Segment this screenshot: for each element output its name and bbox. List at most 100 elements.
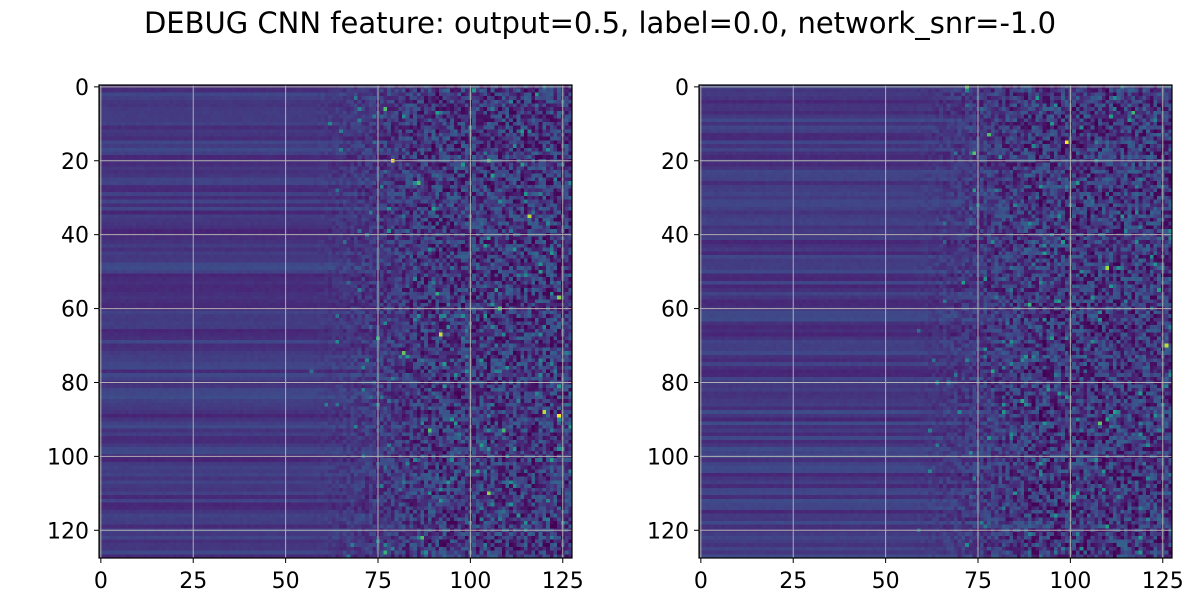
heatmap-cell — [158, 114, 163, 119]
heatmap-cell — [394, 166, 399, 171]
heatmap-cell — [427, 162, 432, 167]
heatmap-cell — [294, 218, 299, 223]
heatmap-cell — [516, 188, 521, 193]
heatmap-cell — [516, 92, 521, 97]
heatmap-cell — [339, 195, 344, 200]
heatmap-cell — [490, 184, 495, 189]
heatmap-cell — [490, 221, 495, 226]
heatmap-cell — [220, 129, 226, 134]
heatmap-cell — [509, 129, 514, 134]
heatmap-cell — [390, 140, 396, 145]
heatmap-cell — [405, 181, 410, 186]
heatmap-cell — [431, 162, 436, 167]
heatmap-cell — [324, 218, 329, 223]
heatmap-cell — [128, 173, 133, 178]
heatmap-cell — [331, 169, 336, 175]
heatmap-cell — [424, 107, 429, 112]
heatmap-cell — [431, 103, 436, 108]
heatmap-cell — [195, 203, 200, 208]
heatmap-cell — [328, 188, 333, 193]
heatmap-cell — [232, 92, 237, 97]
heatmap-cell — [475, 214, 481, 219]
heatmap-cell — [509, 184, 514, 189]
heatmap-cell — [568, 107, 573, 112]
heatmap-cell — [309, 103, 314, 108]
heatmap-cell — [353, 107, 359, 112]
heatmap-cell — [512, 192, 517, 197]
heatmap-cell — [435, 125, 440, 130]
heatmap-cell — [568, 177, 573, 182]
heatmap-cell — [339, 136, 344, 141]
heatmap-cell — [487, 147, 492, 152]
heatmap-cell — [475, 133, 481, 138]
heatmap-cell — [135, 192, 141, 197]
heatmap-cell — [224, 225, 229, 230]
heatmap-cell — [413, 125, 418, 130]
heatmap-cell — [328, 173, 333, 178]
heatmap-cell — [368, 206, 373, 212]
heatmap-cell — [483, 92, 488, 97]
heatmap-cell — [265, 92, 270, 97]
heatmap-cell — [176, 177, 181, 182]
heatmap-cell — [228, 107, 233, 112]
heatmap-cell — [487, 225, 492, 230]
heatmap-cell — [246, 166, 251, 171]
heatmap-cell — [195, 155, 200, 160]
heatmap-cell — [317, 195, 322, 200]
heatmap-cell — [487, 184, 492, 189]
heatmap-cell — [320, 214, 325, 219]
heatmap-cell — [390, 107, 396, 112]
heatmap-cell — [132, 221, 137, 226]
heatmap-cell — [413, 195, 418, 200]
heatmap-cell — [368, 136, 373, 141]
heatmap-cell — [272, 195, 277, 200]
heatmap-cell — [239, 166, 244, 171]
heatmap-cell — [483, 147, 488, 152]
heatmap-cell — [243, 103, 248, 108]
heatmap-cell — [110, 107, 115, 112]
heatmap-cell — [505, 195, 510, 200]
heatmap-cell — [198, 140, 203, 145]
heatmap-cell — [498, 195, 503, 200]
heatmap-cell — [546, 99, 551, 104]
heatmap-cell — [542, 125, 547, 130]
heatmap-cell — [335, 188, 340, 193]
heatmap-cell — [154, 206, 159, 212]
heatmap-cell — [542, 155, 547, 160]
heatmap-cell — [202, 169, 207, 175]
heatmap-cell — [568, 184, 573, 189]
heatmap-cell — [220, 173, 226, 178]
heatmap-cell — [398, 107, 403, 112]
heatmap-cell — [390, 177, 396, 182]
heatmap-cell — [172, 147, 178, 152]
heatmap-cell — [228, 147, 233, 152]
heatmap-cell — [254, 114, 259, 119]
heatmap-cell — [183, 177, 189, 182]
heatmap-cell — [147, 203, 152, 208]
heatmap-cell — [139, 144, 144, 149]
heatmap-cell — [365, 125, 370, 130]
heatmap-cell — [365, 218, 370, 223]
heatmap-cell — [413, 166, 418, 171]
heatmap-cell — [198, 181, 203, 186]
heatmap-cell — [280, 147, 285, 152]
heatmap-cell — [531, 188, 536, 193]
heatmap-cell — [453, 181, 458, 186]
heatmap-cell — [180, 114, 185, 119]
heatmap-cell — [505, 188, 510, 193]
heatmap-cell — [169, 218, 174, 223]
heatmap-cell — [472, 125, 477, 130]
heatmap-cell — [250, 99, 255, 104]
heatmap-cell — [398, 192, 403, 197]
heatmap-cell — [165, 118, 170, 123]
heatmap-cell — [106, 218, 111, 223]
heatmap-cell — [350, 129, 355, 134]
heatmap-cell — [383, 129, 388, 134]
heatmap-cell — [501, 184, 506, 189]
heatmap-cell — [280, 99, 285, 104]
heatmap-cell — [317, 203, 322, 208]
heatmap-cell — [147, 218, 152, 223]
heatmap-cell — [557, 96, 562, 101]
heatmap-cell — [494, 181, 499, 186]
heatmap-cell — [132, 162, 137, 167]
